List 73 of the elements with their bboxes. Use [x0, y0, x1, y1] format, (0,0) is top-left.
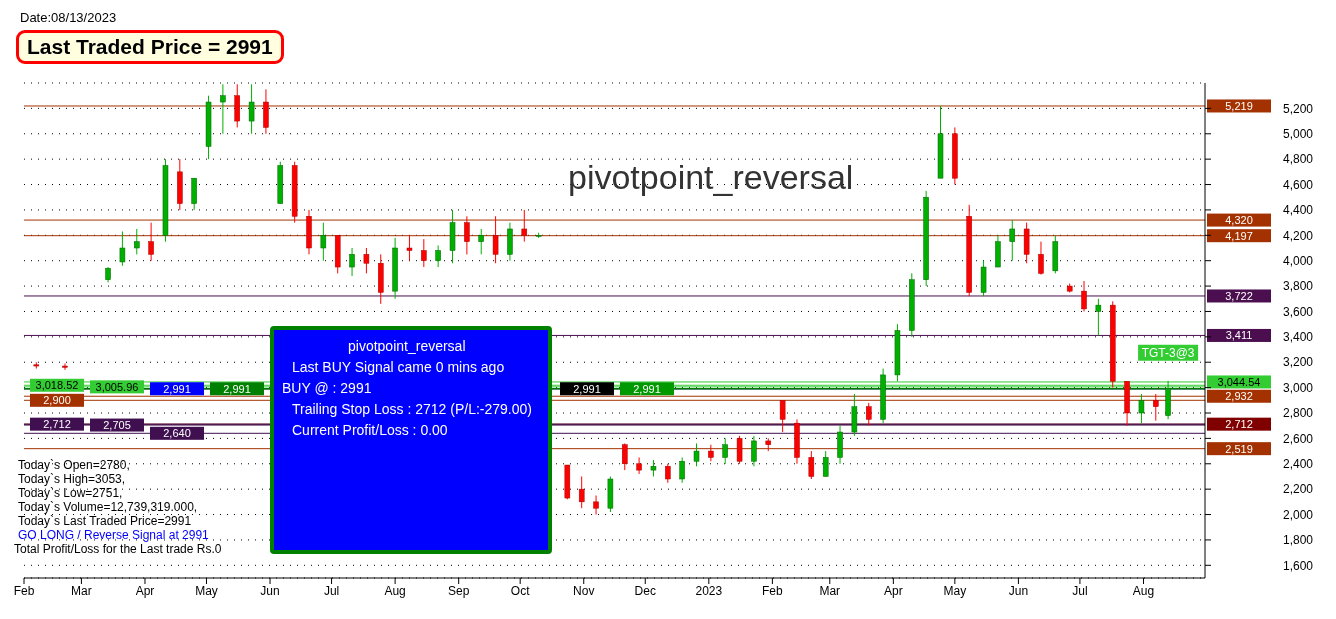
y-tick-label: 1,600 [1283, 558, 1314, 573]
y-tick-label: 2,200 [1283, 482, 1314, 497]
y-tick-label: 3,800 [1283, 279, 1314, 294]
x-tick-label: Nov [573, 583, 595, 598]
y-tick-label: 3,200 [1283, 355, 1314, 370]
annotation: Trailing Stop Loss : 2712 (P/L:-279.00) [291, 400, 533, 419]
y-tick-label: 4,400 [1283, 203, 1314, 218]
ref-line-label: 2,991 [223, 382, 251, 395]
x-tick-label: Feb [13, 583, 35, 598]
x-tick-label: Jun [1008, 583, 1029, 598]
ref-line-label: 2,991 [163, 382, 191, 395]
annotation: pivotpoint_reversal [347, 337, 467, 356]
annotation: Today`s Volume=12,739,319.000, [18, 500, 198, 514]
ref-line-label: 2,991 [633, 382, 661, 395]
x-tick-label: 2023 [695, 583, 723, 598]
ref-line-label: 2,932 [1225, 390, 1253, 403]
annotation: GO LONG / Reverse Signal at 2991 [18, 528, 209, 542]
annotation: Current Profit/Loss : 0.00 [291, 421, 449, 440]
y-tick-label: 2,600 [1283, 431, 1314, 446]
x-tick-label: Jun [260, 583, 280, 598]
ref-line-label: 5,219 [1225, 99, 1253, 112]
annotation: BUY @ : 2991 [281, 379, 373, 398]
ref-line-label: 2,712 [1225, 418, 1253, 431]
ref-line-label: 3,411 [1225, 329, 1253, 342]
ref-line-label: 3,722 [1225, 289, 1253, 302]
x-tick-label: Apr [884, 583, 903, 598]
ref-line-label: 2,900 [43, 394, 71, 407]
x-tick-label: Oct [510, 583, 531, 598]
y-tick-label: 1,800 [1283, 533, 1314, 548]
x-tick-label: Dec [634, 583, 656, 598]
x-tick-label: Sep [447, 583, 470, 598]
ref-line-label: 3,005.96 [95, 380, 139, 393]
annotation: Today`s Last Traded Price=2991 [18, 514, 192, 528]
y-tick-label: 3,400 [1283, 330, 1314, 345]
y-tick-label: 2,000 [1283, 507, 1314, 522]
y-tick-label: 4,000 [1283, 253, 1314, 268]
annotation: Today`s High=3053, [18, 472, 126, 486]
y-tick-label: 5,200 [1283, 101, 1314, 116]
x-tick-label: Mar [71, 583, 92, 598]
x-tick-label: Aug [1132, 583, 1155, 598]
ref-line-label: 4,197 [1225, 229, 1253, 242]
ref-line-label: 2,640 [163, 427, 191, 440]
y-tick-label: 2,400 [1283, 457, 1314, 472]
text: Date:08/13/2023 [20, 10, 117, 25]
y-tick-label: 4,600 [1283, 177, 1314, 192]
y-tick-label: 4,800 [1283, 152, 1314, 167]
ref-line-label: 2,519 [1225, 442, 1253, 455]
x-tick-label: Jul [1072, 583, 1088, 598]
y-tick-label: 3,000 [1283, 380, 1314, 395]
text: Last Traded Price = 2991 [16, 30, 284, 64]
annotation: Today`s Open=2780, [18, 458, 130, 472]
x-tick-label: Apr [135, 583, 155, 598]
annotation: Today`s Low=2751, [18, 486, 123, 500]
x-tick-label: Aug [384, 583, 406, 598]
ref-line-label: 2,991 [573, 382, 601, 395]
ref-line-label: 4,320 [1225, 214, 1253, 227]
ref-line-label: 3,018.52 [35, 379, 79, 392]
annotation: TGT-3@3 [1141, 345, 1195, 360]
ref-line-label: 2,712 [43, 418, 71, 431]
x-tick-label: Mar [819, 583, 841, 598]
y-tick-label: 2,800 [1283, 406, 1314, 421]
annotation: pivotpoint_reversal [568, 158, 854, 197]
x-tick-label: Feb [762, 583, 784, 598]
x-tick-label: May [943, 583, 967, 598]
x-tick-label: May [195, 583, 218, 598]
ref-line-label: 3,044.54 [1217, 375, 1261, 388]
y-tick-label: 4,200 [1283, 228, 1314, 243]
y-tick-label: 5,000 [1283, 127, 1314, 142]
y-tick-label: 3,600 [1283, 304, 1314, 319]
annotation: Last BUY Signal came 0 mins ago [291, 358, 506, 377]
ref-line-label: 2,705 [103, 419, 131, 432]
x-tick-label: Jul [323, 583, 340, 598]
annotation: Total Profit/Loss for the Last trade Rs.0 [14, 542, 222, 556]
